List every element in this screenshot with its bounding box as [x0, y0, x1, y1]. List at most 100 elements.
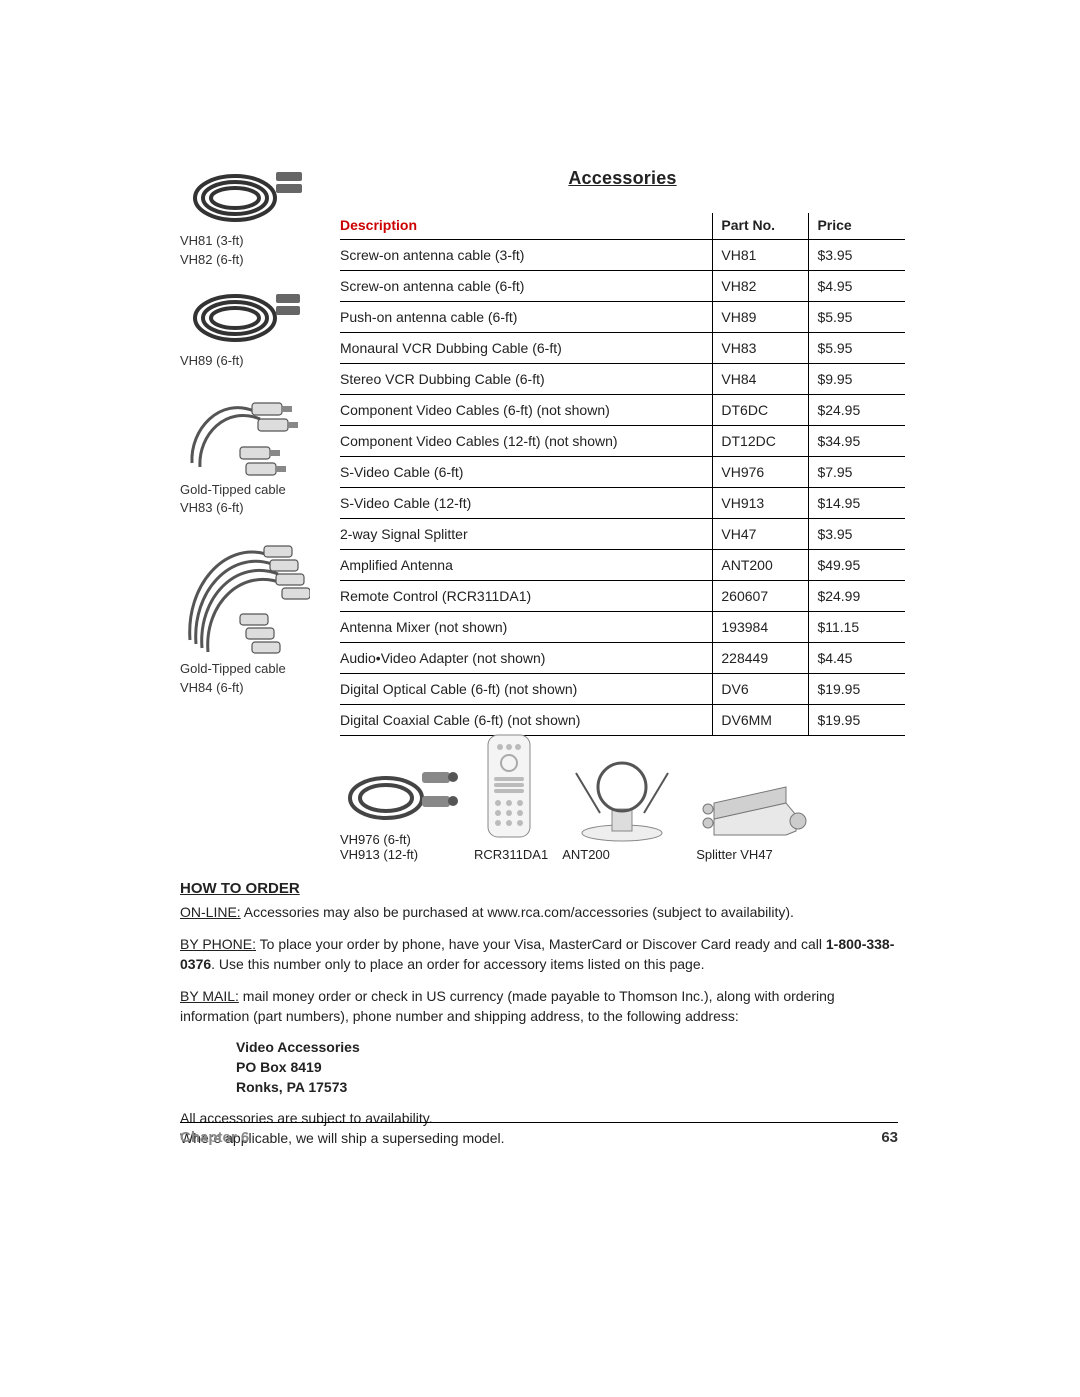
- cell-partno: 228449: [713, 643, 809, 674]
- thumb-rca-quad: [180, 536, 310, 656]
- cell-desc: Amplified Antenna: [340, 550, 713, 581]
- table-row: Audio•Video Adapter (not shown)228449$4.…: [340, 643, 905, 674]
- table-row: Component Video Cables (6-ft) (not shown…: [340, 395, 905, 426]
- cell-partno: ANT200: [713, 550, 809, 581]
- howto-mail: BY MAIL: mail money order or check in US…: [180, 987, 898, 1027]
- thumb-rca-pair: [180, 389, 310, 477]
- table-row: Component Video Cables (12-ft) (not show…: [340, 426, 905, 457]
- cell-partno: DT12DC: [713, 426, 809, 457]
- cell-partno: VH83: [713, 333, 809, 364]
- cell-partno: VH82: [713, 271, 809, 302]
- caption-line: Splitter VH47: [696, 847, 816, 862]
- cell-price: $7.95: [809, 457, 905, 488]
- caption-line: VH81 (3-ft): [180, 232, 330, 251]
- caption-line: VH89 (6-ft): [180, 352, 330, 371]
- caption-line: Gold-Tipped cable: [180, 660, 330, 679]
- thumb-remote: RCR311DA1: [474, 733, 548, 862]
- bottom-thumb-row: VH976 (6-ft) VH913 (12-ft) RCR311DA1: [340, 733, 910, 862]
- addr-line: PO Box 8419: [236, 1058, 898, 1078]
- accessories-table: Description Part No. Price Screw-on ante…: [340, 213, 905, 736]
- thumb-coiled-cable-2: [180, 288, 310, 348]
- cell-desc: Screw-on antenna cable (3-ft): [340, 240, 713, 271]
- caption-line: ANT200: [562, 847, 682, 862]
- caption-line: VH976 (6-ft): [340, 832, 460, 847]
- cell-price: $11.15: [809, 612, 905, 643]
- table-row: S-Video Cable (6-ft)VH976$7.95: [340, 457, 905, 488]
- cell-price: $49.95: [809, 550, 905, 581]
- page-footer: Chapter 6 63: [180, 1122, 898, 1146]
- cell-price: $3.95: [809, 240, 905, 271]
- cell-desc: Audio•Video Adapter (not shown): [340, 643, 713, 674]
- table-row: Digital Optical Cable (6-ft) (not shown)…: [340, 674, 905, 705]
- caption-line: RCR311DA1: [474, 847, 548, 862]
- thumb-antenna: ANT200: [562, 753, 682, 862]
- cell-partno: 260607: [713, 581, 809, 612]
- cell-partno: VH84: [713, 364, 809, 395]
- table-row: Digital Coaxial Cable (6-ft) (not shown)…: [340, 705, 905, 736]
- cell-price: $19.95: [809, 674, 905, 705]
- cell-price: $4.95: [809, 271, 905, 302]
- table-row: Push-on antenna cable (6-ft)VH89$5.95: [340, 302, 905, 333]
- online-text: Accessories may also be purchased at www…: [241, 904, 794, 920]
- cell-price: $34.95: [809, 426, 905, 457]
- cell-desc: Digital Coaxial Cable (6-ft) (not shown): [340, 705, 713, 736]
- cell-desc: Screw-on antenna cable (6-ft): [340, 271, 713, 302]
- phone-text-1: To place your order by phone, have your …: [256, 936, 826, 952]
- cell-partno: VH913: [713, 488, 809, 519]
- mailing-address: Video Accessories PO Box 8419 Ronks, PA …: [236, 1038, 898, 1097]
- table-row: Screw-on antenna cable (3-ft)VH81$3.95: [340, 240, 905, 271]
- cell-partno: VH81: [713, 240, 809, 271]
- cell-desc: Remote Control (RCR311DA1): [340, 581, 713, 612]
- cell-price: $3.95: [809, 519, 905, 550]
- thumb-svideo: VH976 (6-ft) VH913 (12-ft): [340, 758, 460, 862]
- table-row: Amplified AntennaANT200$49.95: [340, 550, 905, 581]
- mail-label: BY MAIL:: [180, 988, 239, 1004]
- table-row: S-Video Cable (12-ft)VH913$14.95: [340, 488, 905, 519]
- table-row: Remote Control (RCR311DA1)260607$24.99: [340, 581, 905, 612]
- cell-price: $9.95: [809, 364, 905, 395]
- phone-label: BY PHONE:: [180, 936, 256, 952]
- cell-price: $24.99: [809, 581, 905, 612]
- cell-price: $24.95: [809, 395, 905, 426]
- thumb-caption-3: Gold-Tipped cable VH83 (6-ft): [180, 481, 330, 519]
- cell-desc: S-Video Cable (6-ft): [340, 457, 713, 488]
- thumb-splitter: Splitter VH47: [696, 773, 816, 862]
- col-description: Description: [340, 213, 713, 240]
- caption-line: VH82 (6-ft): [180, 251, 330, 270]
- how-to-order: HOW TO ORDER ON-LINE: Accessories may al…: [180, 880, 898, 1161]
- cell-desc: Component Video Cables (12-ft) (not show…: [340, 426, 713, 457]
- cell-price: $4.45: [809, 643, 905, 674]
- caption-line: VH913 (12-ft): [340, 847, 460, 862]
- left-thumb-column: VH81 (3-ft) VH82 (6-ft) VH89 (6-ft): [180, 168, 330, 716]
- col-price: Price: [809, 213, 905, 240]
- chapter-label: Chapter 6: [180, 1129, 249, 1146]
- addr-line: Ronks, PA 17573: [236, 1078, 898, 1098]
- cell-price: $5.95: [809, 302, 905, 333]
- thumb-caption-1: VH81 (3-ft) VH82 (6-ft): [180, 232, 330, 270]
- thumb-caption-2: VH89 (6-ft): [180, 352, 330, 371]
- howto-online: ON-LINE: Accessories may also be purchas…: [180, 903, 898, 923]
- thumb-coiled-cable-1: [180, 168, 310, 228]
- howto-heading: HOW TO ORDER: [180, 880, 898, 897]
- cell-partno: VH976: [713, 457, 809, 488]
- addr-line: Video Accessories: [236, 1038, 898, 1058]
- cell-partno: VH47: [713, 519, 809, 550]
- cell-partno: DT6DC: [713, 395, 809, 426]
- caption-line: VH84 (6-ft): [180, 679, 330, 698]
- table-row: Stereo VCR Dubbing Cable (6-ft)VH84$9.95: [340, 364, 905, 395]
- mail-text: mail money order or check in US currency…: [180, 988, 835, 1024]
- cell-desc: Component Video Cables (6-ft) (not shown…: [340, 395, 713, 426]
- thumb-caption-4: Gold-Tipped cable VH84 (6-ft): [180, 660, 330, 698]
- caption-line: VH83 (6-ft): [180, 499, 330, 518]
- table-row: Monaural VCR Dubbing Cable (6-ft)VH83$5.…: [340, 333, 905, 364]
- cell-partno: DV6: [713, 674, 809, 705]
- caption-line: Gold-Tipped cable: [180, 481, 330, 500]
- howto-phone: BY PHONE: To place your order by phone, …: [180, 935, 898, 975]
- cell-price: $19.95: [809, 705, 905, 736]
- cell-price: $5.95: [809, 333, 905, 364]
- online-label: ON-LINE:: [180, 904, 241, 920]
- cell-partno: VH89: [713, 302, 809, 333]
- cell-price: $14.95: [809, 488, 905, 519]
- table-row: Screw-on antenna cable (6-ft)VH82$4.95: [340, 271, 905, 302]
- page-number: 63: [881, 1129, 898, 1146]
